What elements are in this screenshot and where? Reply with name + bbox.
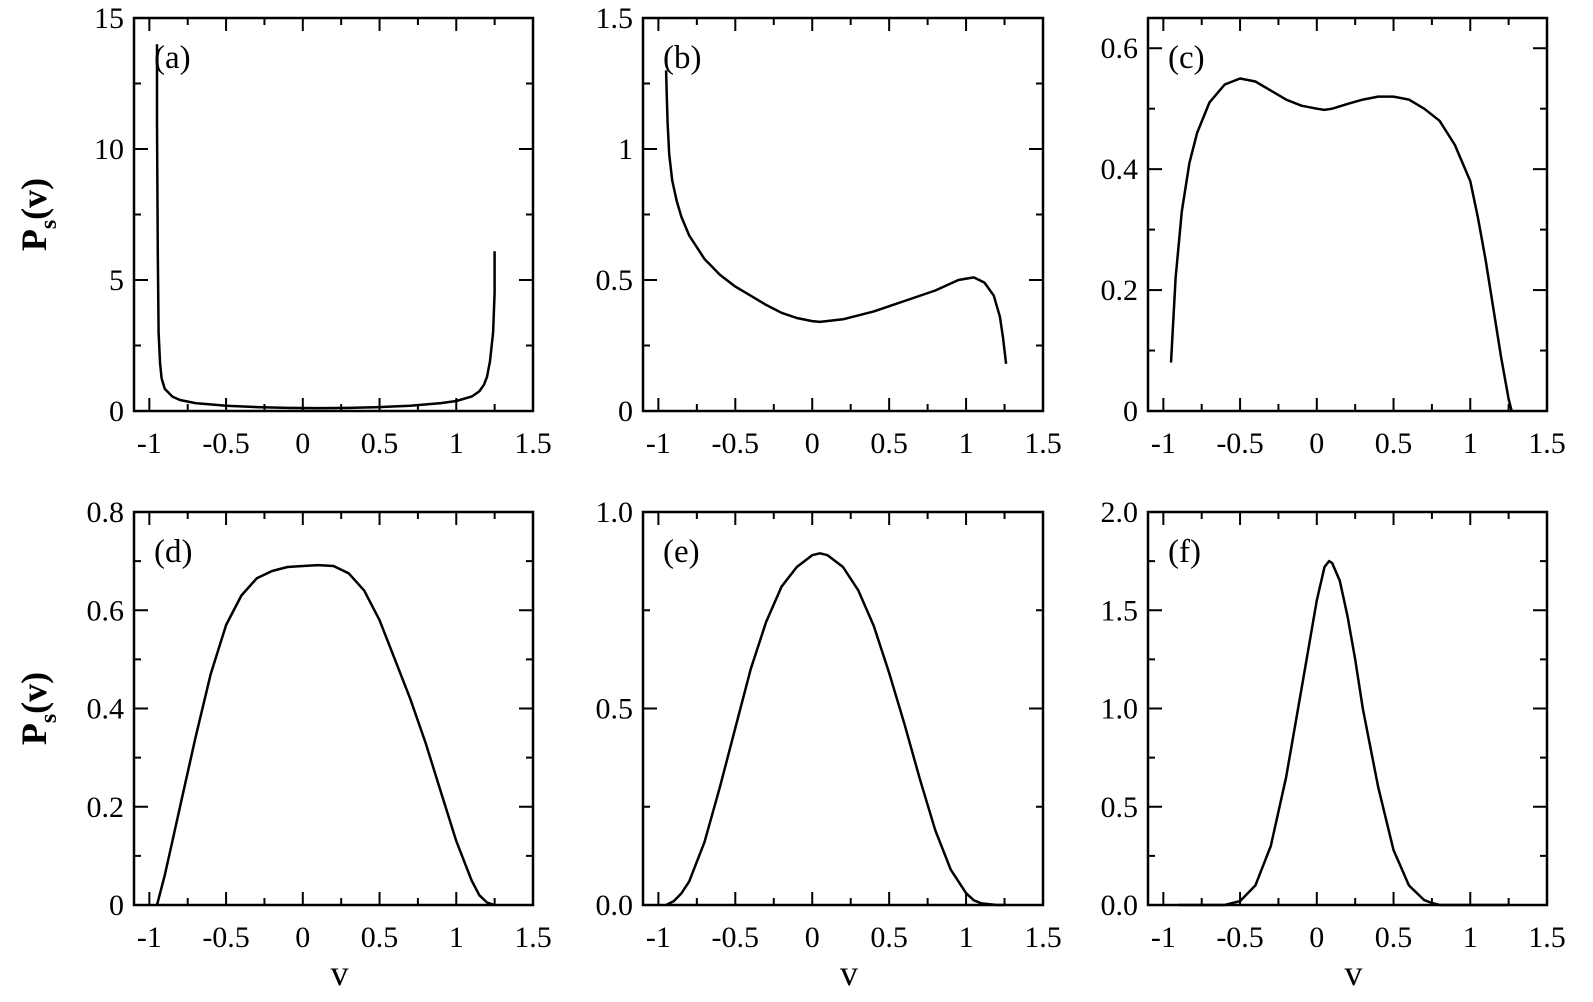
panel-label: (a) (154, 40, 191, 76)
panel-label: (c) (1168, 40, 1205, 76)
x-tick-label: 0.5 (1375, 921, 1413, 954)
x-tick-label: -0.5 (712, 427, 760, 460)
y-tick-label: 1.0 (596, 496, 634, 529)
y-tick-label: 0.0 (596, 889, 634, 922)
x-tick-label: -1 (646, 427, 671, 460)
y-tick-label: 1.5 (596, 2, 634, 35)
x-tick-label: 0.5 (1375, 427, 1413, 460)
x-tick-label: 0.5 (870, 921, 908, 954)
panel-d: -1 -0.5 0 0.5 1 1.5 0 0.2 0.4 0.6 0.8 (d) v Ps(v) (14, 496, 552, 993)
y-tick-label: 0.4 (87, 693, 125, 726)
data-line (664, 70, 1008, 364)
data-line (155, 563, 495, 907)
x-tick-label: 0.5 (870, 427, 908, 460)
y-tick-label: 0.6 (1101, 32, 1139, 65)
x-tick-label: -0.5 (1216, 921, 1264, 954)
plot-frame (132, 16, 535, 413)
x-tick-label: 1 (959, 921, 974, 954)
y-tick-label: 0 (109, 395, 124, 428)
y-tick-label: 0.2 (1101, 274, 1139, 307)
y-tick-label: 0.0 (1101, 889, 1139, 922)
x-tick-label: 1 (959, 427, 974, 460)
x-tick-label: 1.5 (1528, 921, 1566, 954)
x-tick-label: 1 (449, 427, 464, 460)
x-axis-title: v (840, 953, 858, 993)
y-tick-label: 0.4 (1101, 153, 1139, 186)
y-tick-label: 0.2 (87, 791, 125, 824)
x-tick-label: -0.5 (202, 427, 250, 460)
panel-f: -1 -0.5 0 0.5 1 1.5 0.0 0.5 1.0 1.5 2.0 (f) v (1101, 496, 1566, 993)
y-tick-label: 15 (94, 2, 124, 35)
plot-frame (641, 16, 1045, 413)
y-tick-label: 0 (618, 395, 633, 428)
x-tick-label: 0 (295, 921, 310, 954)
y-tick-label: 10 (94, 133, 124, 166)
panel-label: (b) (663, 40, 701, 76)
x-tick-label: 0.5 (361, 921, 399, 954)
plot-frame (132, 510, 535, 907)
x-tick-label: 0 (1309, 427, 1324, 460)
x-tick-label: 1.5 (514, 921, 552, 954)
panel-e: -1 -0.5 0 0.5 1 1.5 0.0 0.5 1.0 (e) v (596, 496, 1062, 993)
y-tick-label: 2.0 (1101, 496, 1139, 529)
y-tick-label: 5 (109, 264, 124, 297)
x-tick-label: 0 (1309, 921, 1324, 954)
y-axis-title: Ps(v) (14, 178, 62, 251)
y-tick-label: 1.0 (1101, 693, 1139, 726)
x-tick-label: 1.5 (514, 427, 552, 460)
x-tick-label: 1.5 (1024, 921, 1062, 954)
panel-b: -1 -0.5 0 0.5 1 1.5 0 0.5 1 1.5 (b) (596, 2, 1062, 460)
plot-frame (1146, 16, 1549, 413)
y-tick-label: 0.6 (87, 594, 125, 627)
plot-frame (1146, 510, 1549, 907)
y-tick-label: 0.5 (596, 693, 634, 726)
x-tick-label: 1 (449, 921, 464, 954)
x-tick-label: -1 (646, 921, 671, 954)
y-tick-label: 0.5 (1101, 791, 1139, 824)
data-line (155, 44, 496, 410)
data-line (665, 552, 1005, 907)
panel-label: (d) (154, 534, 192, 570)
x-tick-label: -0.5 (712, 921, 760, 954)
x-tick-label: 1 (1463, 427, 1478, 460)
panel-c: -1 -0.5 0 0.5 1 1.5 0 0.2 0.4 0.6 (c) (1101, 16, 1566, 460)
data-line (1169, 77, 1513, 412)
x-tick-label: 1 (1463, 921, 1478, 954)
panel-label: (f) (1168, 534, 1201, 570)
panel-label: (e) (663, 534, 700, 570)
x-tick-label: -1 (137, 427, 162, 460)
x-tick-label: -1 (137, 921, 162, 954)
y-tick-label: 0.5 (596, 264, 634, 297)
x-tick-label: -1 (1151, 921, 1176, 954)
x-axis-title: v (1345, 953, 1363, 993)
x-axis-title: v (331, 953, 349, 993)
x-tick-label: 0 (805, 427, 820, 460)
y-tick-label: 0 (109, 889, 124, 922)
x-tick-label: -0.5 (202, 921, 250, 954)
y-tick-label: 1 (618, 133, 633, 166)
x-tick-label: 1.5 (1528, 427, 1566, 460)
y-tick-label: 1.5 (1101, 594, 1139, 627)
x-tick-label: -0.5 (1216, 427, 1264, 460)
y-axis-title: Ps(v) (14, 672, 62, 745)
x-tick-label: 0 (805, 921, 820, 954)
data-line (1178, 559, 1509, 907)
x-tick-label: 1.5 (1024, 427, 1062, 460)
y-tick-label: 0 (1123, 395, 1138, 428)
panel-a: -1 -0.5 0 0.5 1 1.5 0 5 10 15 (a) Ps(v) (14, 2, 552, 460)
x-tick-label: 0.5 (361, 427, 399, 460)
x-tick-label: -1 (1151, 427, 1176, 460)
y-tick-label: 0.8 (87, 496, 125, 529)
x-tick-label: 0 (295, 427, 310, 460)
